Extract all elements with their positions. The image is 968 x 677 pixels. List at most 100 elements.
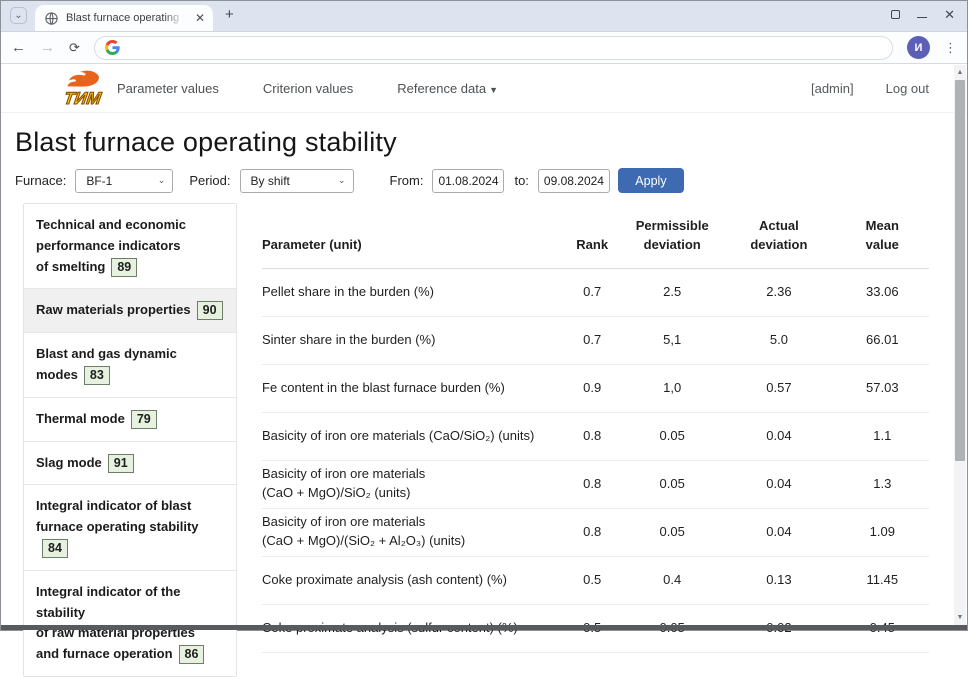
- tab-title: Blast furnace operating stability: [66, 12, 186, 24]
- browser-tabstrip: ⌄ Blast furnace operating stability ✕ + …: [1, 1, 967, 32]
- sidebar-item-integral-raw-furnace[interactable]: Integral indicator of the stability of r…: [24, 571, 236, 676]
- score-badge: 89: [111, 257, 138, 277]
- cell-rank: 0.8: [562, 508, 623, 557]
- furnace-select[interactable]: BF-1 ⌄: [75, 168, 174, 193]
- globe-icon: [45, 11, 58, 25]
- window-maximize-icon[interactable]: [891, 10, 901, 19]
- date-to-input[interactable]: [537, 168, 610, 193]
- nav-reference-data[interactable]: Reference data ▼: [397, 80, 499, 96]
- cell-actual: 2.36: [722, 268, 836, 317]
- col-rank: Rank: [562, 207, 623, 269]
- cell-permissible: 5,1: [622, 316, 723, 365]
- google-icon: [104, 40, 120, 55]
- chevron-down-icon: ⌄: [157, 175, 166, 185]
- nav-parameter-values[interactable]: Parameter values: [117, 80, 219, 96]
- back-icon[interactable]: ←: [11, 39, 26, 56]
- cell-parameter: Coke proximate analysis (ash content) (%…: [262, 556, 563, 605]
- score-badge: 83: [83, 365, 110, 385]
- browser-menu-icon[interactable]: ⋮: [944, 40, 957, 55]
- cell-actual: 0.13: [722, 556, 836, 605]
- cell-parameter: Pellet share in the burden (%): [262, 268, 563, 317]
- chevron-down-icon: ▼: [489, 84, 499, 95]
- table-row: Fe content in the blast furnace burden (…: [262, 364, 929, 413]
- site-header: ТИМ Parameter values Criterion values Re…: [1, 64, 967, 113]
- logout-link[interactable]: Log out: [885, 80, 929, 96]
- scroll-up-icon[interactable]: ▲: [956, 69, 964, 76]
- sidebar-item-integral-stability[interactable]: Integral indicator of blast furnace oper…: [24, 485, 236, 571]
- tab-search-button[interactable]: ⌄: [10, 7, 27, 24]
- window-bottom-edge: [1, 625, 967, 630]
- cell-permissible: 2.5: [622, 268, 723, 317]
- cell-rank: 0.5: [562, 556, 623, 605]
- window-minimize-icon[interactable]: [917, 16, 928, 19]
- cell-parameter: Sinter share in the burden (%): [262, 316, 563, 365]
- sidebar-item-technical-economic[interactable]: Technical and economic performance indic…: [24, 204, 236, 290]
- site-logo[interactable]: ТИМ: [61, 68, 103, 108]
- window-close-icon[interactable]: ✕: [944, 7, 955, 22]
- cell-actual: 0.04: [722, 508, 836, 557]
- sidebar-item-blast-gas-dynamic[interactable]: Blast and gas dynamic modes 83: [24, 333, 236, 398]
- cell-permissible: 0.05: [622, 460, 723, 509]
- from-label: From:: [389, 173, 424, 188]
- cell-parameter: Basicity of iron ore materials (CaO + Mg…: [262, 508, 563, 557]
- score-badge: 79: [130, 409, 157, 429]
- parameters-table-wrap: Parameter (unit) Rank Permissible deviat…: [262, 207, 929, 653]
- cell-actual: 0.04: [722, 412, 836, 461]
- table-row: Basicity of iron ore materials (CaO + Mg…: [262, 460, 929, 509]
- nav-criterion-values[interactable]: Criterion values: [262, 80, 354, 96]
- score-badge: 86: [178, 645, 205, 665]
- col-permissible: Permissible deviation: [622, 207, 723, 269]
- table-row: Basicity of iron ore materials (CaO + Mg…: [262, 508, 929, 557]
- cell-rank: 0.8: [562, 460, 623, 509]
- sidebar-item-slag-mode[interactable]: Slag mode 91: [24, 442, 236, 486]
- scroll-down-icon[interactable]: ▼: [956, 614, 964, 621]
- score-badge: 84: [42, 538, 68, 558]
- period-select[interactable]: By shift ⌄: [239, 168, 354, 193]
- cell-mean: 33.06: [835, 268, 929, 317]
- filter-bar: Furnace: BF-1 ⌄ Period: By shift ⌄ From:…: [15, 168, 967, 193]
- chevron-down-icon: ⌄: [337, 175, 346, 185]
- cell-mean: 1.3: [835, 460, 929, 509]
- cell-actual: 0.57: [722, 364, 836, 413]
- new-tab-button[interactable]: +: [225, 6, 234, 23]
- table-row: Basicity of iron ore materials (CaO/SiO₂…: [262, 412, 929, 461]
- table-header-row: Parameter (unit) Rank Permissible deviat…: [262, 207, 929, 269]
- scrollbar-thumb[interactable]: [955, 80, 965, 461]
- date-from-input[interactable]: [432, 168, 505, 193]
- cell-mean: 11.45: [835, 556, 929, 605]
- sidebar-item-raw-materials[interactable]: Raw materials properties 90: [24, 289, 236, 334]
- col-actual: Actual deviation: [722, 207, 836, 269]
- profile-avatar[interactable]: И: [907, 36, 930, 59]
- svg-text:ТИМ: ТИМ: [63, 89, 103, 108]
- parameters-table: Parameter (unit) Rank Permissible deviat…: [262, 207, 929, 653]
- browser-tab[interactable]: Blast furnace operating stability ✕: [35, 5, 213, 31]
- cell-rank: 0.8: [562, 412, 623, 461]
- address-bar[interactable]: [93, 35, 893, 60]
- apply-button[interactable]: Apply: [617, 168, 684, 193]
- cell-permissible: 1,0: [622, 364, 723, 413]
- indicator-sidebar: Technical and economic performance indic…: [23, 203, 237, 677]
- tab-close-icon[interactable]: ✕: [194, 11, 205, 25]
- reload-icon[interactable]: ⟳: [69, 40, 80, 55]
- cell-mean: 1.1: [835, 412, 929, 461]
- vertical-scrollbar[interactable]: ▲ ▼: [954, 65, 966, 625]
- cell-rank: 0.9: [562, 364, 623, 413]
- cell-permissible: 0.4: [622, 556, 723, 605]
- cell-permissible: 0.05: [622, 508, 723, 557]
- cell-parameter: Fe content in the blast furnace burden (…: [262, 364, 563, 413]
- sidebar-item-thermal-mode[interactable]: Thermal mode 79: [24, 398, 236, 442]
- cell-mean: 1.09: [835, 508, 929, 557]
- col-parameter: Parameter (unit): [262, 207, 563, 269]
- cell-mean: 66.01: [835, 316, 929, 365]
- cell-mean: 57.03: [835, 364, 929, 413]
- page-title: Blast furnace operating stability: [15, 127, 397, 157]
- period-label: Period:: [189, 173, 231, 188]
- cell-parameter: Basicity of iron ore materials (CaO + Mg…: [262, 460, 563, 509]
- forward-icon[interactable]: →: [40, 39, 55, 56]
- col-mean: Mean value: [835, 207, 929, 269]
- table-row: Sinter share in the burden (%) 0.7 5,1 5…: [262, 316, 929, 365]
- score-badge: 91: [107, 453, 134, 473]
- furnace-label: Furnace:: [15, 173, 67, 188]
- table-row: Pellet share in the burden (%) 0.7 2.5 2…: [262, 268, 929, 317]
- cell-actual: 5.0: [722, 316, 836, 365]
